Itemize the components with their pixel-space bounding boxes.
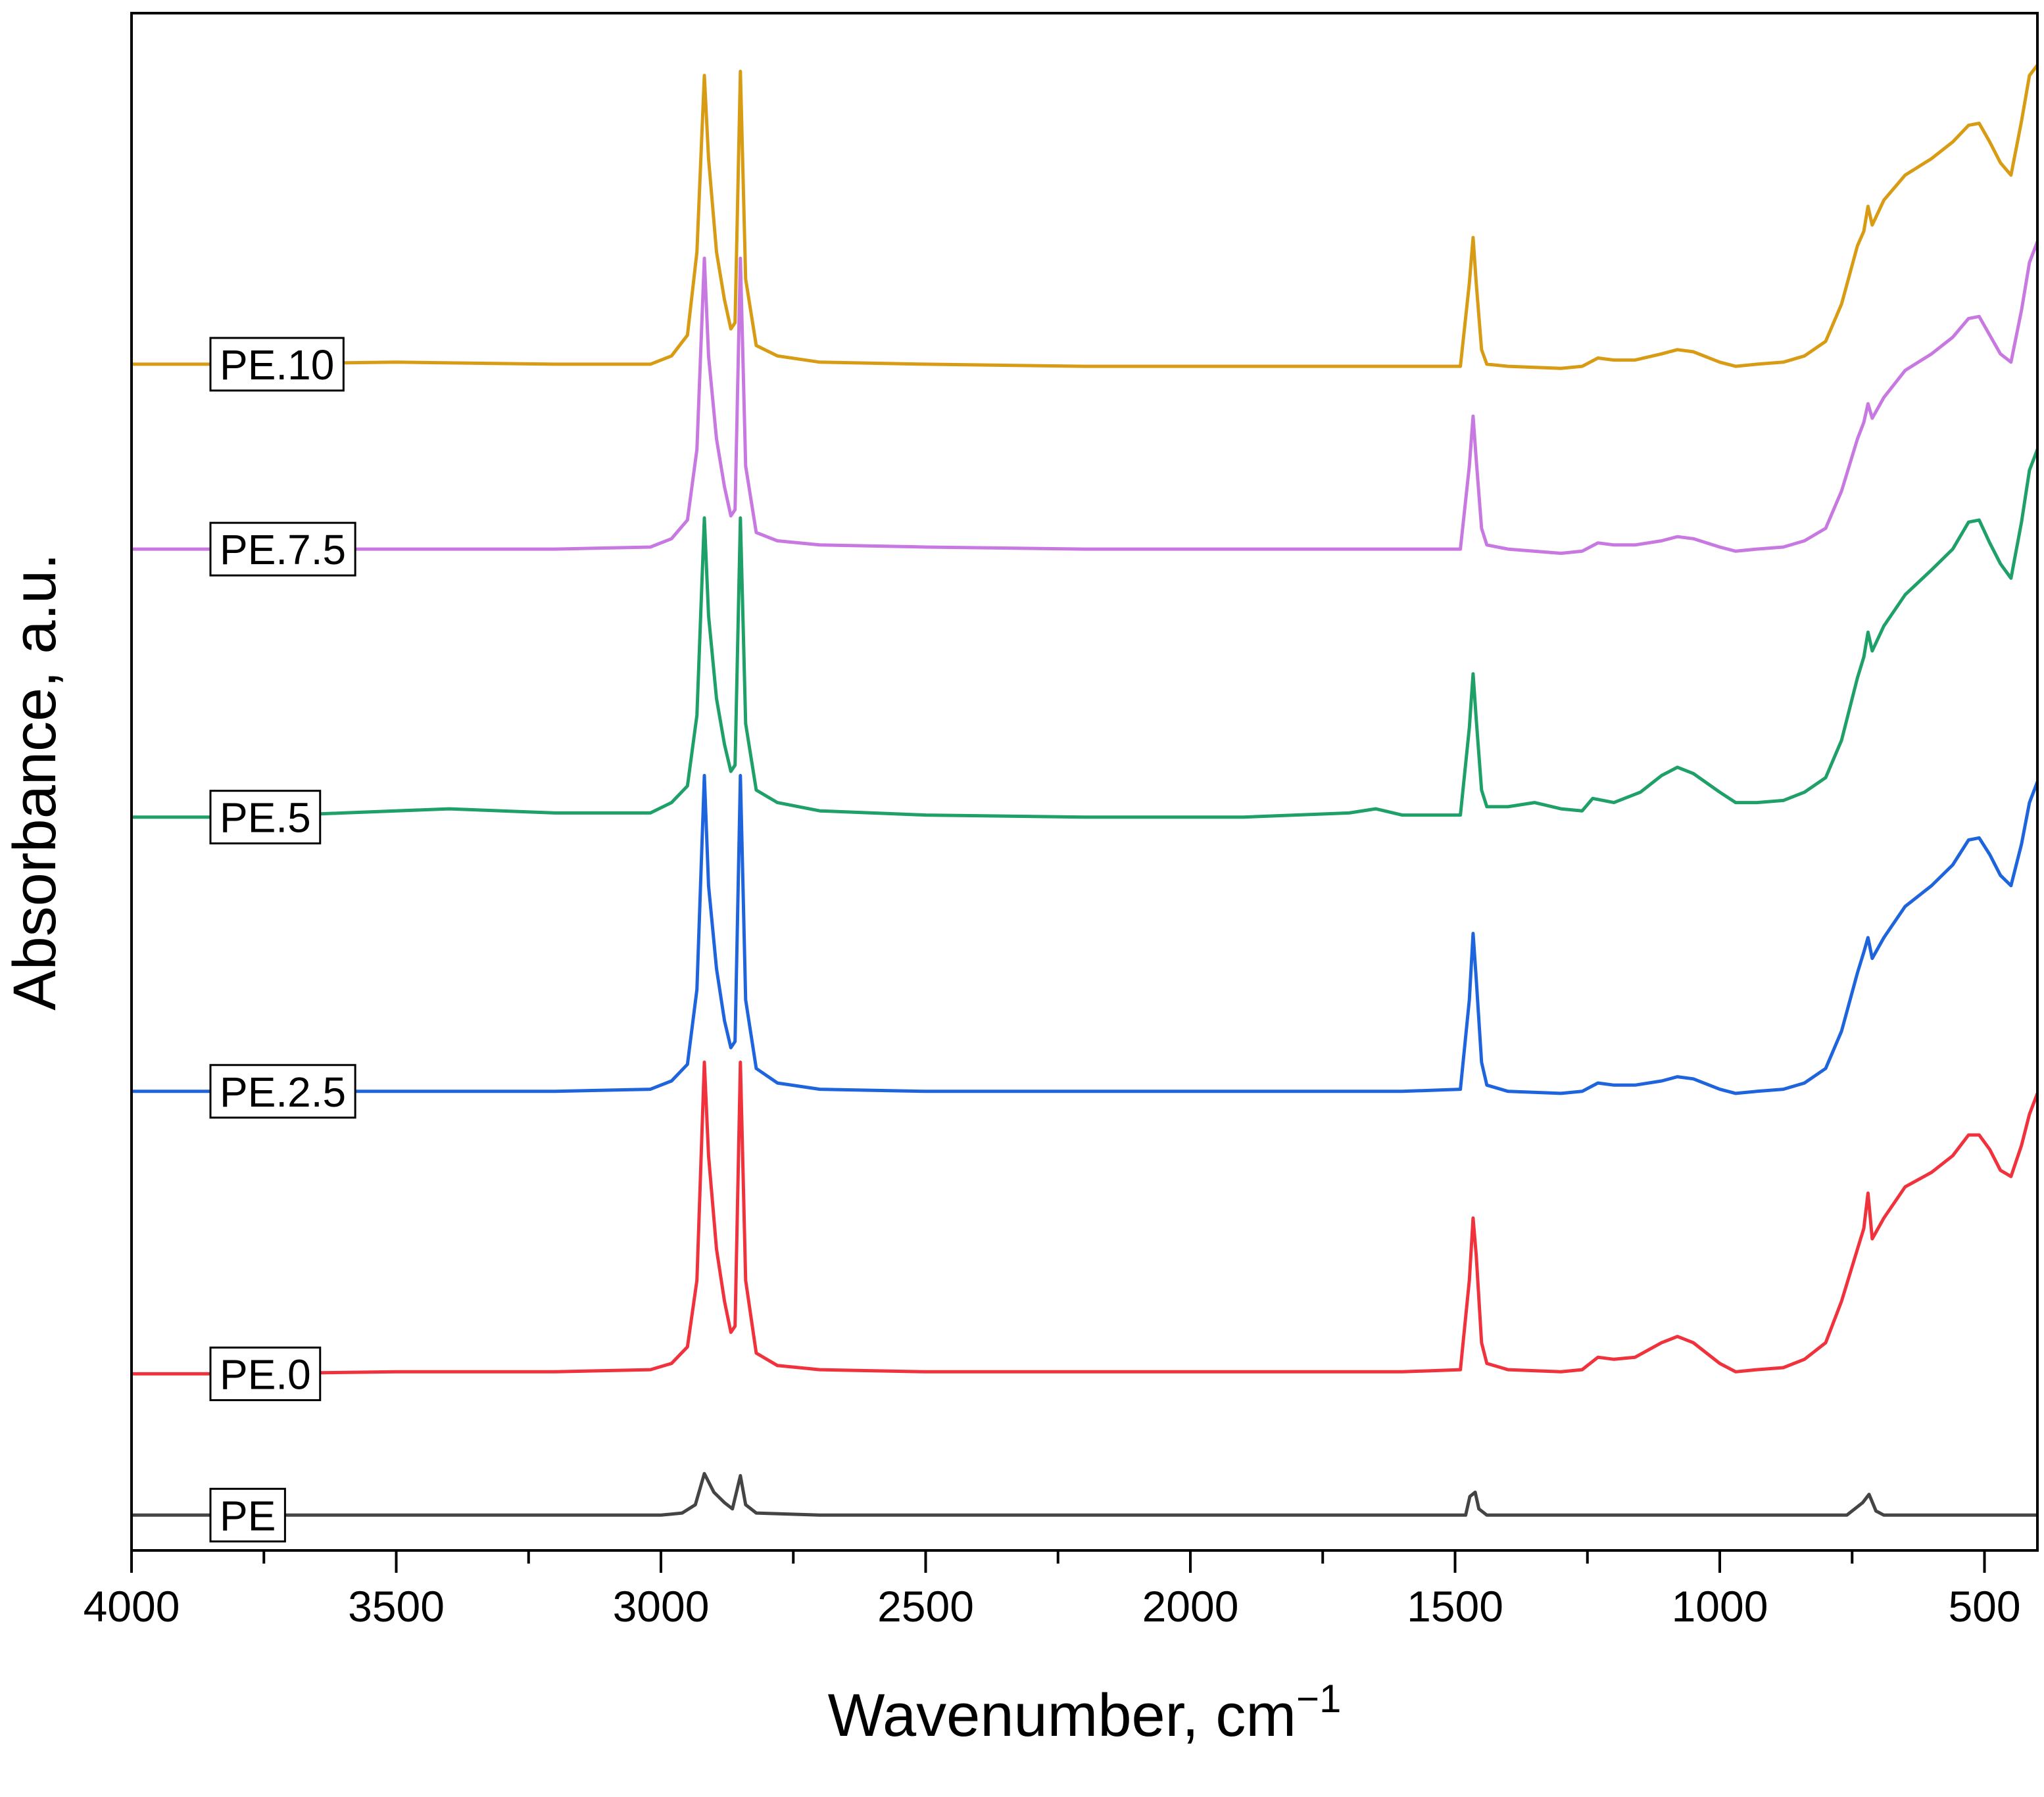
label-box [209,1346,322,1401]
label-box [209,337,345,392]
x-tick-label: 4000 [84,1582,180,1631]
label-box [209,521,356,577]
x-tick-label: 1500 [1407,1582,1503,1631]
label-text: PE.5 [220,794,311,842]
series-line-pe [132,1472,2037,1517]
label-text: PE [220,1492,276,1539]
x-tick-label: 500 [1948,1582,2020,1631]
x-axis-title-main: Wavenumber, cm [828,1682,1296,1749]
x-tick-label: 2000 [1142,1582,1239,1631]
series-line-pe-5 [132,448,2039,819]
series-line-pe-7-5 [132,241,2039,555]
label-text: PE.0 [220,1351,311,1398]
x-axis-ticks: 4000 3500 3000 2500 2000 1500 1000 500 [84,1550,2021,1631]
series-label-pe-0: PE.0 [209,1346,322,1401]
y-axis-title: Absorbance, a.u. [1,553,68,1011]
label-text: PE.2.5 [220,1068,346,1116]
series-line-pe-0 [132,1061,2039,1376]
x-axis-title-superscript: −1 [1296,1677,1341,1721]
label-box [209,1487,286,1543]
series-label-pe-5: PE.5 [209,790,322,845]
label-text: PE.7.5 [220,526,346,573]
x-axis-title: Wavenumber, cm−1 [828,1677,1342,1749]
plot-frame [130,12,2039,1552]
x-tick-label: 1000 [1672,1582,1768,1631]
label-text: PE.10 [220,341,334,389]
label-box [209,790,322,845]
series-label-pe-10: PE.10 [209,337,345,392]
series-label-pe-7-5: PE.7.5 [209,521,356,577]
series-labels: PE PE.0 PE.2.5 PE.5 PE.7.5 PE.10 [209,337,356,1543]
label-box [209,1064,356,1119]
series-label-pe: PE [209,1487,286,1543]
x-tick-label: 3000 [613,1582,710,1631]
x-tick-label: 3500 [348,1582,445,1631]
series-label-pe-2-5: PE.2.5 [209,1064,356,1119]
series-line-pe-10 [132,64,2039,370]
series-layer [132,64,2039,1517]
x-tick-label: 2500 [877,1582,974,1631]
series-line-pe-2-5 [132,774,2039,1095]
